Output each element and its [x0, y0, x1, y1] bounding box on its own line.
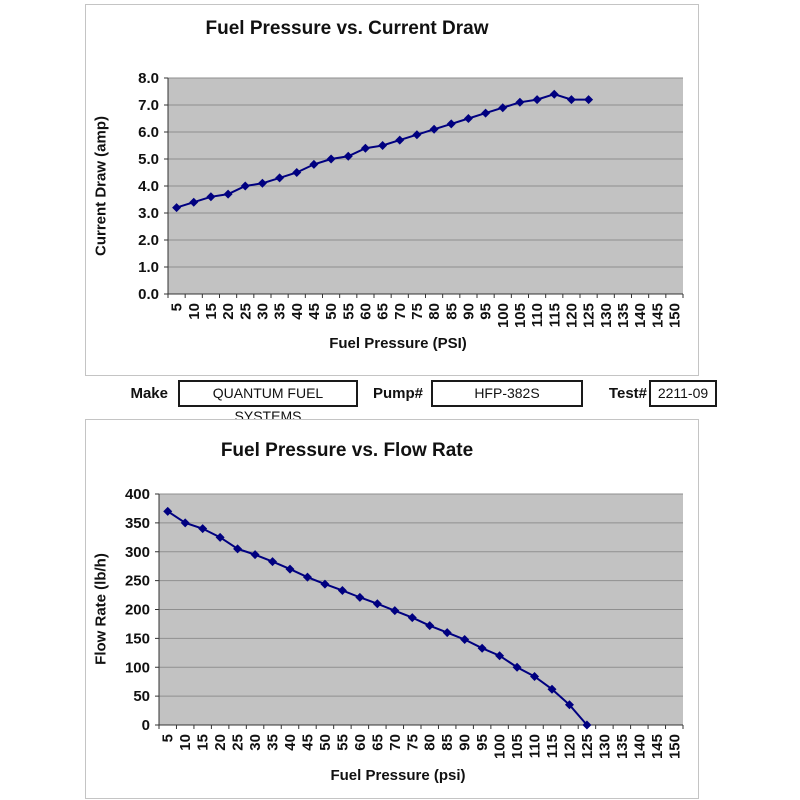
- svg-text:135: 135: [614, 734, 631, 759]
- x-axis-title: Fuel Pressure (psi): [330, 767, 466, 784]
- svg-text:250: 250: [125, 573, 150, 590]
- svg-text:50: 50: [133, 688, 150, 705]
- svg-text:5: 5: [169, 303, 186, 311]
- svg-text:15: 15: [203, 303, 220, 320]
- svg-text:45: 45: [299, 734, 316, 751]
- svg-text:85: 85: [443, 303, 460, 320]
- make-label: Make: [130, 385, 168, 402]
- current-draw-plot: 0.0 1.0 2.0 3.0 4.0 5.0 6.0 7.0 8.0 5 10 15 20 25 30 35…: [138, 70, 684, 328]
- svg-text:40: 40: [289, 303, 306, 320]
- svg-text:30: 30: [254, 303, 271, 320]
- svg-text:80: 80: [422, 734, 439, 751]
- svg-text:100: 100: [125, 659, 150, 676]
- svg-text:140: 140: [632, 303, 649, 328]
- svg-text:140: 140: [631, 734, 648, 759]
- svg-text:20: 20: [220, 303, 237, 320]
- svg-text:35: 35: [265, 734, 282, 751]
- chart-title: Fuel Pressure vs. Current Draw: [205, 18, 489, 39]
- svg-text:150: 150: [666, 303, 683, 328]
- svg-text:20: 20: [212, 734, 229, 751]
- svg-text:105: 105: [509, 734, 526, 759]
- svg-text:40: 40: [282, 734, 299, 751]
- svg-text:110: 110: [529, 303, 546, 327]
- svg-text:10: 10: [186, 303, 203, 320]
- current-draw-chart: Fuel Pressure vs. Current Draw Current D…: [85, 4, 699, 376]
- svg-text:300: 300: [125, 544, 150, 561]
- svg-text:10: 10: [177, 734, 194, 751]
- pump-info-row: Make QUANTUM FUEL SYSTEMS Pump# HFP-382S…: [0, 379, 800, 424]
- svg-text:130: 130: [598, 303, 615, 328]
- make-field[interactable]: QUANTUM FUEL SYSTEMS: [178, 380, 358, 424]
- svg-text:75: 75: [409, 303, 426, 320]
- svg-text:105: 105: [512, 303, 529, 328]
- svg-text:1.0: 1.0: [138, 259, 159, 276]
- test-number-label: Test#: [608, 385, 647, 402]
- svg-text:7.0: 7.0: [138, 97, 159, 114]
- svg-text:70: 70: [387, 734, 404, 751]
- svg-text:50: 50: [317, 734, 334, 751]
- svg-text:50: 50: [323, 303, 340, 320]
- svg-text:15: 15: [195, 734, 212, 751]
- svg-text:4.0: 4.0: [138, 178, 159, 195]
- svg-text:5: 5: [160, 734, 177, 742]
- svg-text:0.0: 0.0: [138, 286, 159, 303]
- test-number-field[interactable]: 2211-09: [649, 380, 717, 407]
- svg-text:125: 125: [579, 734, 596, 759]
- svg-text:90: 90: [457, 734, 474, 751]
- svg-text:125: 125: [581, 303, 598, 328]
- svg-text:150: 150: [666, 734, 683, 759]
- svg-text:95: 95: [478, 303, 495, 320]
- svg-text:2.0: 2.0: [138, 232, 159, 249]
- pump-number-field[interactable]: HFP-382S: [431, 380, 583, 407]
- svg-text:115: 115: [544, 734, 561, 758]
- svg-text:110: 110: [527, 734, 544, 758]
- svg-text:8.0: 8.0: [138, 70, 159, 87]
- svg-text:30: 30: [247, 734, 264, 751]
- svg-text:75: 75: [404, 734, 421, 751]
- x-axis-title: Fuel Pressure (PSI): [329, 335, 467, 352]
- svg-text:45: 45: [306, 303, 323, 320]
- svg-text:115: 115: [546, 303, 563, 327]
- svg-text:350: 350: [125, 515, 150, 532]
- svg-text:135: 135: [615, 303, 632, 328]
- svg-text:35: 35: [272, 303, 289, 320]
- svg-text:0: 0: [142, 717, 150, 734]
- svg-text:3.0: 3.0: [138, 205, 159, 222]
- svg-text:130: 130: [596, 734, 613, 759]
- svg-text:400: 400: [125, 486, 150, 503]
- svg-text:120: 120: [563, 303, 580, 328]
- svg-text:80: 80: [426, 303, 443, 320]
- svg-text:120: 120: [561, 734, 578, 759]
- svg-text:25: 25: [237, 303, 254, 320]
- svg-text:25: 25: [230, 734, 247, 751]
- svg-text:200: 200: [125, 602, 150, 619]
- pump-number-label: Pump#: [372, 385, 423, 402]
- svg-text:65: 65: [375, 303, 392, 320]
- svg-text:145: 145: [649, 734, 666, 759]
- flow-rate-chart: Fuel Pressure vs. Flow Rate Flow Rate (l…: [85, 419, 699, 799]
- svg-text:55: 55: [334, 734, 351, 751]
- svg-text:60: 60: [357, 303, 374, 320]
- svg-text:6.0: 6.0: [138, 124, 159, 141]
- svg-text:100: 100: [495, 303, 512, 328]
- svg-text:85: 85: [439, 734, 456, 751]
- svg-text:145: 145: [649, 303, 666, 328]
- svg-text:70: 70: [392, 303, 409, 320]
- svg-text:65: 65: [369, 734, 386, 751]
- svg-text:100: 100: [492, 734, 509, 759]
- svg-text:90: 90: [460, 303, 477, 320]
- svg-text:5.0: 5.0: [138, 151, 159, 168]
- svg-text:55: 55: [340, 303, 357, 320]
- flow-rate-plot: 0 50 100 150 200 250 300 350 400 5 10 15 20 25 30 35 40 4…: [125, 486, 684, 759]
- chart-title: Fuel Pressure vs. Flow Rate: [220, 440, 474, 461]
- svg-text:95: 95: [474, 734, 491, 751]
- svg-text:150: 150: [125, 630, 150, 647]
- svg-text:60: 60: [352, 734, 369, 751]
